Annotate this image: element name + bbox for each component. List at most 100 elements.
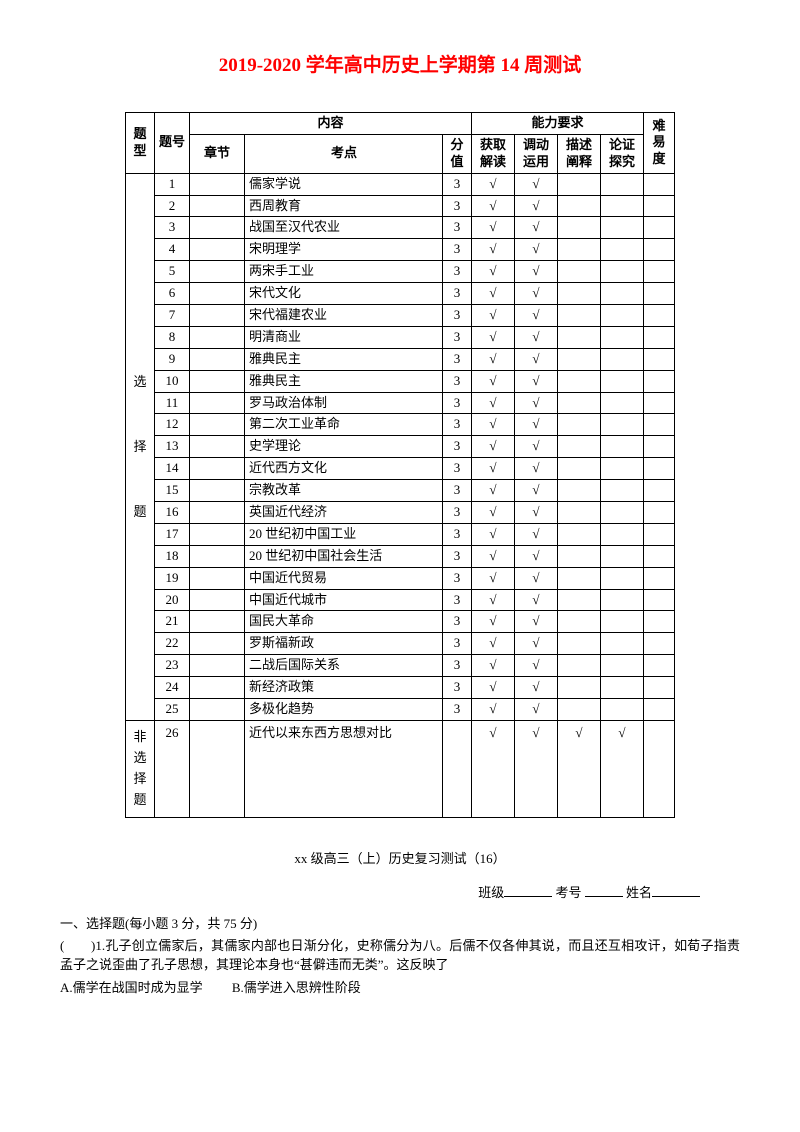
cell-score: 3: [443, 699, 472, 721]
cell-ability: √: [515, 414, 558, 436]
cell-num: 9: [155, 348, 190, 370]
cell-ability: √: [515, 217, 558, 239]
subtitle: xx 级高三（上）历史复习测试（16）: [60, 848, 740, 867]
cell-ability: √: [472, 239, 515, 261]
cell-ability: [601, 545, 644, 567]
cell-num: 12: [155, 414, 190, 436]
cell-ability: √: [472, 173, 515, 195]
cell-ability: [601, 261, 644, 283]
cell-ability: [601, 173, 644, 195]
cell-diff: [644, 305, 675, 327]
cell-chap: [190, 173, 245, 195]
cell-ability: [601, 326, 644, 348]
cell-num: 23: [155, 655, 190, 677]
cell-ability: √: [515, 305, 558, 327]
cell-chap: [190, 261, 245, 283]
class-label: 班级: [478, 885, 504, 900]
cell-topic: 两宋手工业: [245, 261, 443, 283]
cell-chap: [190, 655, 245, 677]
cell-chap: [190, 480, 245, 502]
cell-num: 26: [155, 720, 190, 817]
cell-ability: √: [472, 283, 515, 305]
cell-topic: 多极化趋势: [245, 699, 443, 721]
cell-chap: [190, 502, 245, 524]
cell-ability: √: [515, 699, 558, 721]
cell-num: 25: [155, 699, 190, 721]
cell-ability: √: [515, 567, 558, 589]
hdr-a1: 获取解读: [472, 134, 515, 173]
cell-num: 8: [155, 326, 190, 348]
cell-ability: [558, 173, 601, 195]
cell-ability: √: [515, 545, 558, 567]
cell-ability: √: [472, 392, 515, 414]
cell-topic: 近代西方文化: [245, 458, 443, 480]
cell-score: 3: [443, 567, 472, 589]
hdr-chapter: 章节: [190, 134, 245, 173]
cell-ability: [558, 414, 601, 436]
cell-ability: √: [515, 611, 558, 633]
cell-topic: 英国近代经济: [245, 502, 443, 524]
cell-ability: [601, 436, 644, 458]
cell-ability: √: [515, 480, 558, 502]
cell-score: 3: [443, 370, 472, 392]
cell-ability: [601, 195, 644, 217]
cell-score: 3: [443, 480, 472, 502]
cell-num: 4: [155, 239, 190, 261]
cell-ability: √: [515, 326, 558, 348]
cell-chap: [190, 217, 245, 239]
cell-ability: √: [515, 677, 558, 699]
cell-score: 3: [443, 611, 472, 633]
cell-ability: [558, 458, 601, 480]
cell-topic: 20 世纪初中国社会生活: [245, 545, 443, 567]
cell-ability: √: [472, 326, 515, 348]
cell-ability: [601, 655, 644, 677]
cell-num: 15: [155, 480, 190, 502]
cell-ability: √: [515, 392, 558, 414]
cell-topic: 中国近代贸易: [245, 567, 443, 589]
cell-ability: [558, 305, 601, 327]
cell-chap: [190, 523, 245, 545]
cell-score: 3: [443, 545, 472, 567]
hdr-score: 分值: [443, 134, 472, 173]
cell-num: 24: [155, 677, 190, 699]
type-mc: 选择题: [126, 173, 155, 720]
cell-ability: [601, 414, 644, 436]
q1-optB: B.儒学进入思辨性阶段: [232, 980, 361, 995]
hdr-a4: 论证探究: [601, 134, 644, 173]
cell-topic: 第二次工业革命: [245, 414, 443, 436]
cell-ability: √: [515, 239, 558, 261]
cell-num: 10: [155, 370, 190, 392]
cell-topic: 西周教育: [245, 195, 443, 217]
cell-diff: [644, 436, 675, 458]
cell-ability: [558, 523, 601, 545]
hdr-a3: 描述阐释: [558, 134, 601, 173]
cell-ability: [558, 436, 601, 458]
cell-ability: [601, 502, 644, 524]
hdr-topic: 考点: [245, 134, 443, 173]
cell-diff: [644, 720, 675, 817]
cell-chap: [190, 567, 245, 589]
cell-ability: [558, 677, 601, 699]
cell-ability: [601, 611, 644, 633]
cell-topic: 雅典民主: [245, 370, 443, 392]
cell-num: 11: [155, 392, 190, 414]
hdr-a2: 调动运用: [515, 134, 558, 173]
hdr-num: 题号: [155, 113, 190, 174]
cell-diff: [644, 348, 675, 370]
cell-score: 3: [443, 173, 472, 195]
cell-ability: [601, 239, 644, 261]
cell-ability: √: [472, 502, 515, 524]
cell-ability: [558, 545, 601, 567]
cell-topic: 罗马政治体制: [245, 392, 443, 414]
cell-ability: √: [472, 436, 515, 458]
hdr-ability: 能力要求: [472, 113, 644, 135]
cell-diff: [644, 655, 675, 677]
cell-score: 3: [443, 633, 472, 655]
cell-diff: [644, 370, 675, 392]
cell-score: [443, 720, 472, 817]
cell-num: 3: [155, 217, 190, 239]
hdr-content: 内容: [190, 113, 472, 135]
cell-diff: [644, 173, 675, 195]
cell-topic: 宋代文化: [245, 283, 443, 305]
cell-score: 3: [443, 502, 472, 524]
